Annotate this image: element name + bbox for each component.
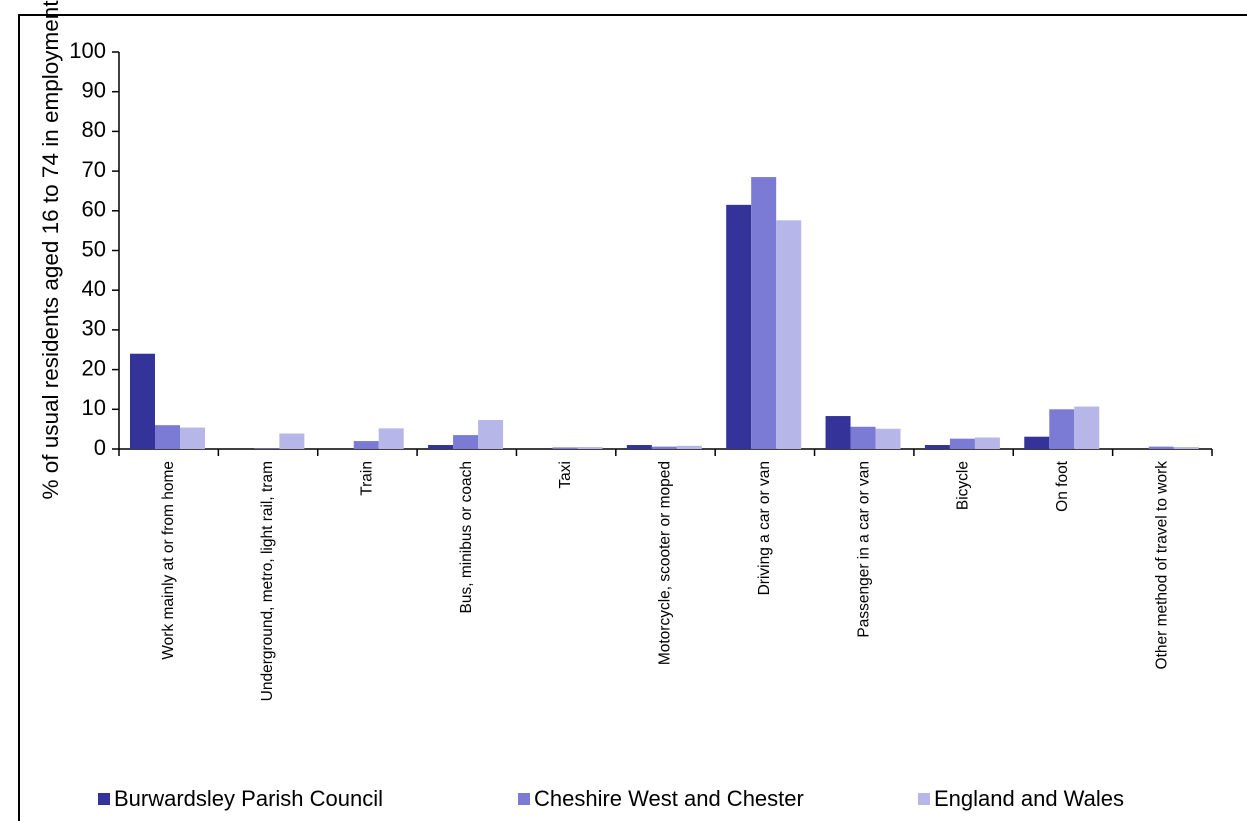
y-axis-label: % of usual residents aged 16 to 74 in em…	[38, 0, 63, 500]
bar	[850, 426, 876, 449]
category-label: Underground, metro, light rail, tram	[259, 461, 276, 701]
bars	[130, 177, 1199, 449]
legend-label: Cheshire West and Chester	[534, 786, 804, 811]
y-tick-label: 40	[82, 276, 106, 301]
legend: Burwardsley Parish Council Cheshire West …	[98, 786, 1238, 816]
chart-frame	[18, 14, 1247, 821]
y-tick-label: 90	[82, 78, 106, 103]
y-tick-label: 60	[82, 197, 106, 222]
bar	[453, 435, 479, 449]
category-labels: Work mainly at or from home Underground, …	[160, 460, 1171, 701]
bar	[1074, 406, 1100, 449]
bar	[924, 445, 950, 449]
bar	[1173, 447, 1199, 449]
bar	[726, 204, 752, 449]
legend-label: Burwardsley Parish Council	[114, 786, 383, 811]
bar	[353, 441, 379, 449]
category-label: Other method of travel to work	[1153, 461, 1170, 670]
bar	[825, 416, 851, 449]
y-tick-label: 70	[82, 157, 106, 182]
bar	[279, 433, 305, 449]
y-tick-label: 30	[82, 316, 106, 341]
legend-item: England and Wales	[918, 786, 1124, 812]
y-axis-title: % of usual residents aged 16 to 74 in em…	[38, 0, 63, 500]
bar	[676, 445, 702, 449]
bar	[428, 445, 454, 449]
bar	[875, 428, 901, 449]
y-tick-label: 10	[82, 395, 106, 420]
axes	[112, 51, 1213, 456]
category-label: Driving a car or van	[756, 461, 773, 595]
y-tick-label: 0	[94, 435, 106, 460]
bar-chart: % of usual residents aged 16 to 74 in em…	[38, 0, 1213, 701]
y-tick-label: 50	[82, 236, 106, 261]
bar	[378, 428, 404, 449]
legend-label: England and Wales	[934, 786, 1124, 811]
bar	[577, 447, 603, 449]
y-tick-label: 100	[69, 38, 106, 63]
legend-swatch	[518, 793, 530, 805]
category-label: Taxi	[557, 461, 574, 489]
bar	[626, 445, 652, 449]
bar	[478, 420, 504, 449]
legend-swatch	[98, 793, 110, 805]
y-tick-label: 80	[82, 117, 106, 142]
bar	[130, 353, 155, 449]
bar	[1148, 446, 1174, 449]
bar	[776, 220, 802, 449]
category-label: Motorcycle, scooter or moped	[657, 461, 674, 665]
bar	[949, 438, 975, 449]
bar	[1024, 436, 1050, 449]
category-label: Passenger in a car or van	[855, 461, 872, 638]
category-label: Bicycle	[955, 461, 972, 510]
bar	[651, 446, 677, 449]
y-tick-label: 20	[82, 355, 106, 380]
category-label: Bus, minibus or coach	[458, 461, 475, 614]
bar	[180, 427, 205, 449]
legend-swatch	[918, 793, 930, 805]
legend-item: Burwardsley Parish Council	[98, 786, 383, 812]
category-label: On foot	[1054, 460, 1071, 512]
bar	[751, 177, 777, 449]
bar	[974, 437, 1000, 449]
tick-labels: 0 10 20 30 40 50 60 70 80 90 100	[69, 38, 106, 460]
category-label: Work mainly at or from home	[160, 461, 177, 660]
category-label: Train	[359, 461, 376, 496]
legend-item: Cheshire West and Chester	[518, 786, 804, 812]
bar	[552, 447, 578, 449]
bar	[155, 425, 180, 449]
bar	[1049, 409, 1075, 449]
